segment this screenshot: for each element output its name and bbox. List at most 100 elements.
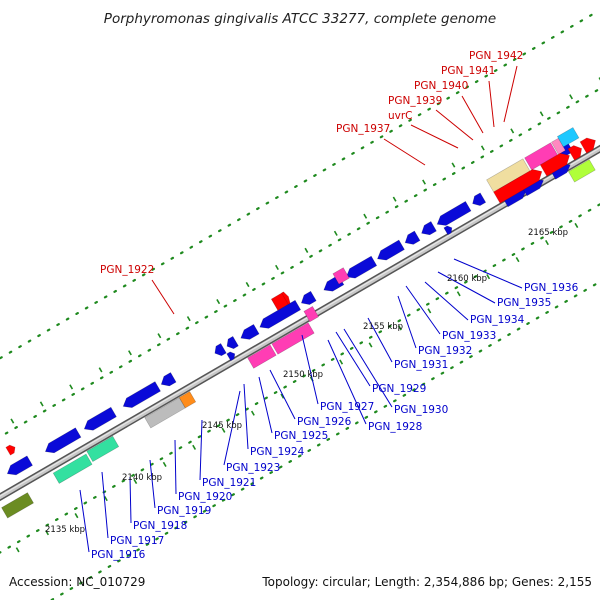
tick-mark	[250, 410, 255, 416]
tick-mark	[69, 384, 74, 390]
grid-dot-row	[0, 155, 600, 560]
gene-label: PGN_1917	[110, 535, 164, 547]
scale-tick-label: 2160 kbp	[447, 274, 487, 284]
tick-mark	[515, 257, 520, 263]
tick-mark	[510, 128, 515, 134]
label-leader-line	[199, 419, 203, 481]
tick-mark	[368, 342, 373, 348]
tick-mark	[98, 367, 103, 373]
scale-tick-label: 2145 kbp	[202, 421, 242, 431]
label-leader-line	[327, 339, 367, 425]
scale-tick-label: 2135 kbp	[45, 525, 85, 535]
gene-arrow	[579, 137, 596, 154]
gene-box	[303, 305, 319, 323]
gene-arrow	[6, 455, 33, 476]
gene-label: PGN_1930	[394, 404, 448, 416]
label-leader-line	[149, 459, 156, 509]
tick-mark	[539, 111, 544, 117]
tick-mark	[451, 162, 456, 168]
gene-arrow	[240, 323, 260, 340]
gene-label: PGN_1925	[274, 430, 328, 442]
gene-arrow	[281, 291, 291, 305]
label-leader-line	[101, 471, 109, 539]
accession-label: Accession: NC_010729	[9, 575, 145, 589]
label-leader-line	[397, 295, 417, 349]
gene-arrow	[160, 372, 177, 387]
gene-arrow	[421, 221, 437, 236]
tick-mark	[221, 427, 226, 433]
tick-mark	[103, 495, 108, 502]
tick-mark	[162, 461, 167, 467]
label-leader-line	[269, 369, 296, 420]
gene-label: PGN_1940	[414, 80, 468, 92]
gene-box	[1, 492, 34, 519]
gene-label: PGN_1922	[100, 264, 154, 276]
gene-label: PGN_1921	[202, 477, 256, 489]
label-leader-line	[424, 281, 469, 321]
label-leader-line	[453, 258, 523, 289]
gene-label: PGN_1920	[178, 491, 232, 503]
gene-label: PGN_1916	[91, 549, 146, 561]
gene-label: PGN_1928	[368, 421, 422, 433]
label-leader-line	[437, 271, 496, 304]
gene-arrow	[472, 192, 487, 207]
gene-label: PGN_1935	[497, 297, 551, 309]
gene-labels: PGN_1942PGN_1941PGN_1940PGN_1939uvrCPGN_…	[91, 50, 579, 561]
map-title: Porphyromonas gingivalis ATCC 33277, com…	[104, 11, 496, 27]
tick-mark	[456, 291, 461, 297]
tick-mark	[133, 478, 138, 485]
label-leader-line	[435, 109, 474, 141]
gene-arrow	[300, 290, 317, 305]
gene-box	[178, 391, 197, 409]
gene-label: PGN_1936	[524, 282, 579, 294]
gene-arrow	[44, 427, 82, 454]
tick-mark	[74, 513, 79, 519]
tick-mark	[10, 418, 15, 424]
tick-mark	[280, 393, 285, 399]
tick-mark	[192, 444, 197, 450]
tick-mark	[216, 299, 221, 305]
scale-tick-label: 2165 kbp	[528, 228, 568, 238]
gene-label: PGN_1923	[226, 462, 280, 474]
scale-tick-label: 2150 kbp	[283, 370, 323, 380]
gene-box	[271, 322, 315, 355]
genome-summary: Topology: circular; Length: 2,354,886 bp…	[261, 575, 592, 589]
label-leader-line	[174, 439, 177, 495]
tick-mark	[427, 308, 432, 314]
gene-label: PGN_1919	[157, 505, 211, 517]
label-leader-line	[335, 331, 371, 387]
grid-dots	[0, 10, 600, 600]
grid-dot-row	[0, 69, 600, 474]
label-leader-line	[383, 138, 426, 166]
gene-label: PGN_1937	[336, 123, 390, 135]
tick-mark	[486, 274, 491, 280]
gene-arrow	[5, 444, 16, 456]
tick-mark	[186, 316, 191, 322]
label-leader-line	[223, 390, 241, 466]
gene-features	[1, 127, 596, 519]
label-leader-line	[488, 80, 495, 128]
gene-box	[52, 453, 93, 484]
tick-mark	[480, 145, 485, 151]
tick-mark	[339, 359, 344, 365]
label-leader-line	[243, 383, 249, 450]
gene-label: PGN_1934	[470, 314, 525, 326]
gene-label: PGN_1939	[388, 95, 442, 107]
label-leader-line	[301, 334, 319, 405]
tick-mark	[275, 264, 279, 271]
tick-mark	[15, 547, 20, 553]
gene-arrow	[404, 230, 421, 245]
grid-dot-row	[0, 10, 599, 415]
gene-arrow	[539, 153, 570, 177]
gene-arrow	[443, 225, 453, 236]
label-leader-line	[79, 489, 90, 553]
scale-tick-label: 2155 kbp	[363, 322, 403, 332]
grid-dot-row	[22, 213, 600, 600]
gene-arrow	[377, 239, 405, 261]
label-leader-lines	[79, 65, 523, 553]
gene-label: PGN_1931	[394, 359, 448, 371]
tick-mark	[363, 213, 368, 219]
scale-ticks	[10, 77, 600, 553]
gene-box	[556, 127, 580, 148]
